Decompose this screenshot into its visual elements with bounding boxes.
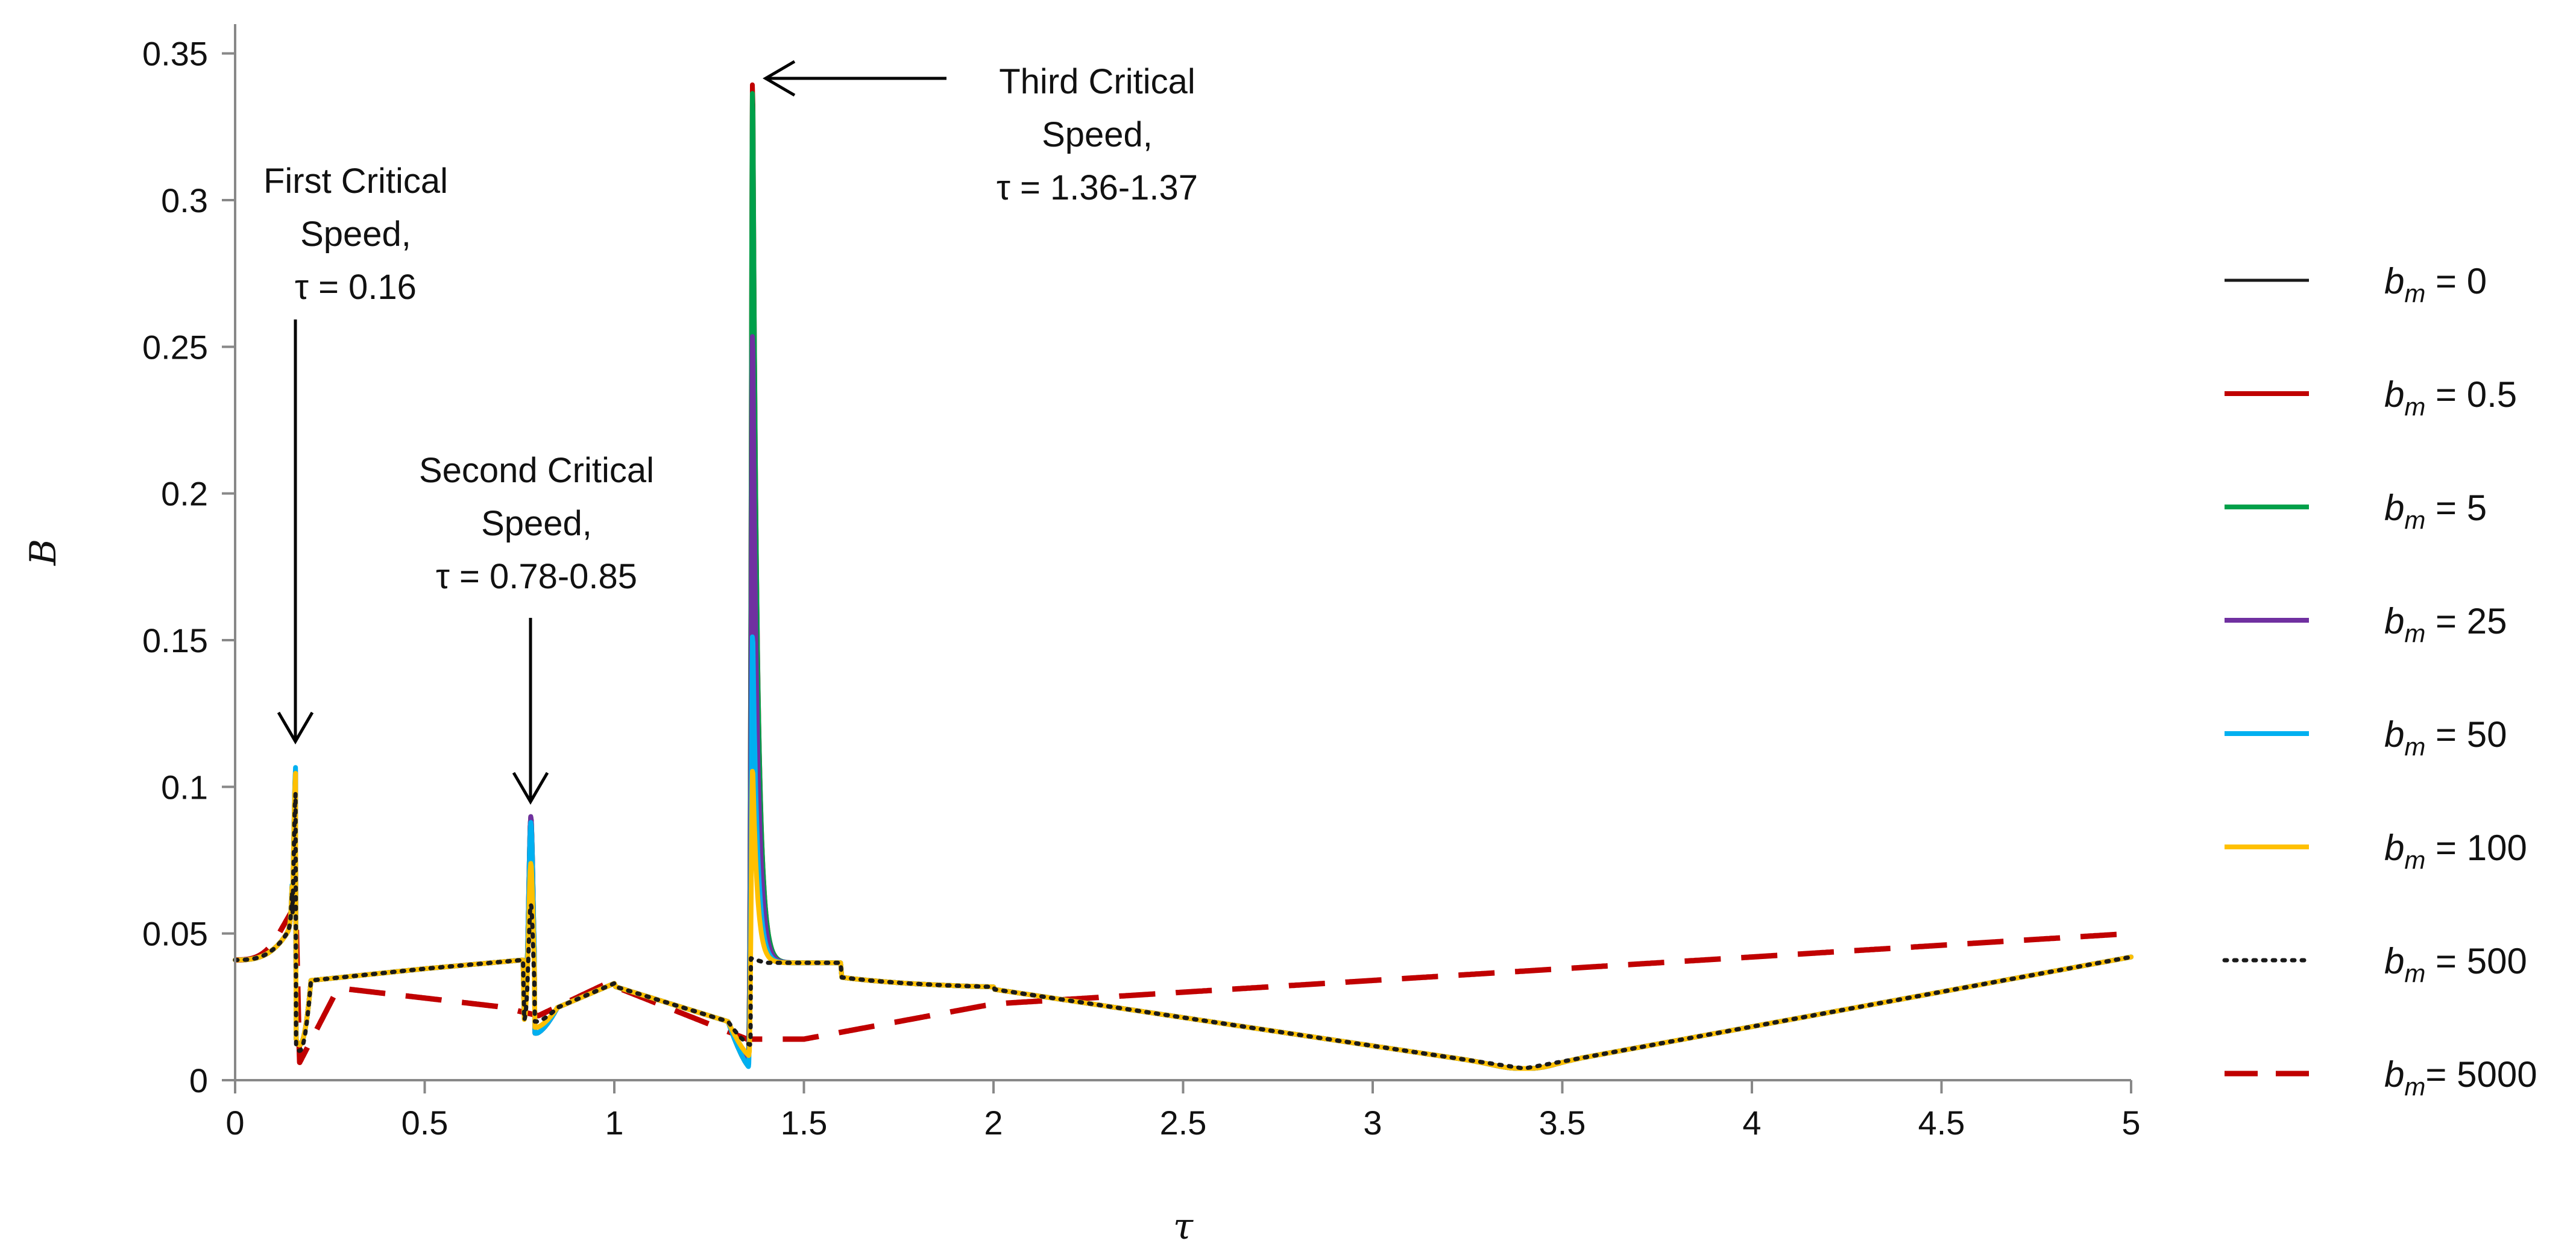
x-tick-label: 0 (225, 1104, 244, 1142)
annotation-text: Speed, (300, 215, 411, 254)
legend-label: bm = 0 (2384, 261, 2487, 307)
y-tick-label: 0.25 (142, 328, 208, 366)
legend-item: bm = 0 (2225, 261, 2487, 307)
annotation-third: Third Critical Speed, τ = 1.36-1.37 (763, 60, 1198, 207)
annotations: First Critical Speed, τ = 0.16 Second Criti… (263, 60, 1198, 805)
y-tick-label: 0.1 (161, 768, 208, 806)
legend-item: bm = 5 (2225, 488, 2487, 534)
legend: bm = 0 bm = 0.5 bm = 5 bm = 25 bm = 50 bm = 1… (2222, 261, 2537, 1101)
legend-item: bm = 500 (2222, 941, 2527, 987)
series-line-5 (233, 634, 2134, 1071)
y-tick-label: 0.05 (142, 915, 208, 953)
annotation-text: Second Critical (419, 451, 654, 490)
legend-label: bm = 5 (2384, 488, 2487, 534)
y-tick-label: 0.15 (142, 621, 208, 659)
legend-item: bm = 25 (2225, 601, 2507, 647)
y-ticks: 0 0.05 0.1 0.15 0.2 0.25 0.3 0.35 (142, 35, 235, 1099)
annotation-arrowhead (277, 711, 314, 744)
series-layer (233, 82, 2134, 1071)
series-line-7 (233, 791, 2134, 1071)
legend-item: bm= 5000 (2225, 1054, 2537, 1101)
x-tick-label: 2 (984, 1104, 1003, 1142)
annotation-text: τ = 1.36-1.37 (997, 168, 1198, 207)
legend-item: bm = 0.5 (2225, 374, 2517, 421)
annotation-second: Second Critical Speed, τ = 0.78-0.85 (419, 451, 654, 805)
legend-item: bm = 50 (2225, 714, 2507, 761)
series-line-6 (233, 769, 2134, 1071)
y-tick-label: 0 (189, 1062, 208, 1099)
series-line-8 (233, 902, 2133, 1065)
legend-label: bm = 0.5 (2384, 374, 2517, 421)
legend-label: bm = 100 (2384, 828, 2527, 874)
legend-label: bm = 25 (2384, 601, 2507, 647)
annotation-arrowhead (763, 60, 796, 97)
annotation-text: First Critical (263, 162, 448, 201)
legend-label: bm = 50 (2384, 714, 2507, 761)
x-tick-label: 4 (1742, 1104, 1761, 1142)
annotation-text: τ = 0.16 (295, 268, 417, 307)
x-tick-label: 1.5 (781, 1104, 828, 1142)
legend-item: bm = 100 (2225, 828, 2527, 874)
plot-area: 0 0.5 1 1.5 2 2.5 3 3.5 4 4.5 5 0 0.05 0.1 0.15 0.2 0.2… (142, 24, 2141, 1142)
y-tick-label: 0.2 (161, 475, 208, 513)
x-tick-label: 0.5 (402, 1104, 449, 1142)
x-tick-label: 3 (1363, 1104, 1382, 1142)
x-tick-label: 4.5 (1918, 1104, 1965, 1142)
x-axis-title: τ (1173, 1206, 1194, 1248)
y-tick-label: 0.3 (161, 181, 208, 219)
annotation-text: τ = 0.78-0.85 (436, 557, 637, 596)
annotation-text: Speed, (1042, 115, 1153, 154)
y-axis-title: B (22, 539, 65, 566)
annotation-text: Third Critical (999, 62, 1195, 101)
x-tick-label: 3.5 (1539, 1104, 1586, 1142)
x-tick-label: 1 (605, 1104, 623, 1142)
annotation-arrowhead (512, 772, 549, 805)
x-tick-label: 2.5 (1160, 1104, 1207, 1142)
annotation-first: First Critical Speed, τ = 0.16 (263, 162, 448, 744)
y-tick-label: 0.35 (142, 35, 208, 73)
x-tick-label: 5 (2121, 1104, 2140, 1142)
legend-label: bm= 5000 (2384, 1054, 2537, 1101)
legend-label: bm = 500 (2384, 941, 2527, 987)
x-ticks: 0 0.5 1 1.5 2 2.5 3 3.5 4 4.5 5 (225, 1080, 2141, 1142)
annotation-text: Speed, (481, 504, 592, 543)
